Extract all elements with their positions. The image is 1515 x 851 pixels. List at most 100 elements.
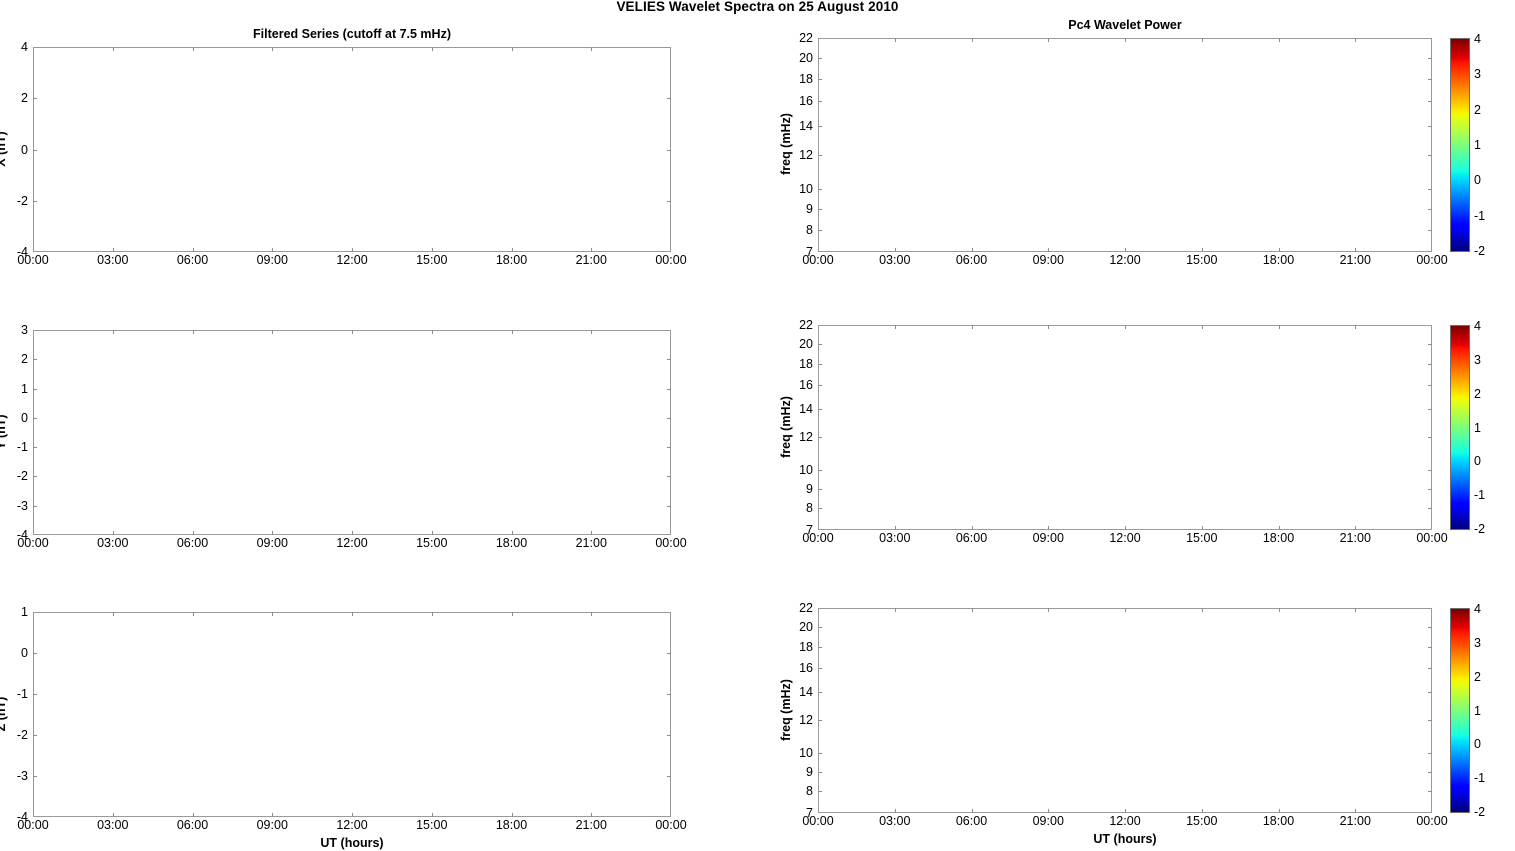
y-tick-mark (1428, 668, 1432, 670)
colorbar-gradient (1451, 39, 1469, 251)
y-tick-mark (1428, 125, 1432, 127)
y-tick-mark (1428, 627, 1432, 629)
colorbar-tick-labels: 4 3 2 1 0 -1 -2 (1469, 319, 1495, 536)
x-tick-mark (192, 330, 194, 334)
y-tick-label: -4 (16, 528, 28, 542)
y-tick-label: 0 (21, 646, 28, 660)
x-tick-mark (192, 47, 194, 51)
x-tick-mark (272, 248, 274, 252)
y-tick-mark (818, 791, 822, 793)
y-tick-mark (667, 359, 671, 361)
y-tick-label: 8 (806, 222, 813, 237)
x-tick-label: 00:00 (802, 531, 834, 545)
x-tick-label: 09:00 (256, 253, 288, 267)
y-axis-label-freq: freq (mHz) (779, 395, 793, 458)
right-column-title: Pc4 Wavelet Power (1068, 18, 1182, 32)
y-tick-mark (33, 476, 37, 478)
x-tick-label: 03:00 (879, 814, 911, 828)
x-tick-mark (1355, 325, 1357, 329)
y-tick-label: 14 (799, 118, 813, 133)
colorbar-tick-label: 0 (1474, 173, 1481, 188)
x-tick-mark (192, 813, 194, 817)
y-tick-mark (667, 200, 671, 202)
x-tick-mark (112, 47, 114, 51)
y-tick-mark (818, 363, 822, 365)
y-tick-label: 14 (799, 402, 813, 417)
x-tick-mark (591, 531, 593, 535)
colorbar-tick-label: 2 (1474, 669, 1481, 684)
x-tick-label: 18:00 (495, 253, 528, 267)
y-tick-mark (818, 469, 822, 471)
y-tick-labels: 22 20 18 16 14 12 10 9 8 7 (778, 318, 818, 537)
x-tick-label: 00:00 (802, 253, 834, 267)
x-tick-labels: 00:00 03:00 06:00 09:00 12:00 15:00 18:00 21:00… (802, 530, 1447, 548)
y-tick-mark (1428, 508, 1432, 510)
y-tick-mark (1428, 489, 1432, 490)
x-tick-mark (192, 612, 194, 616)
y-tick-label: 10 (799, 181, 813, 196)
y-tick-label: 20 (799, 620, 813, 635)
x-tick-mark (1278, 526, 1280, 530)
x-tick-mark (1048, 809, 1050, 813)
y-tick-mark (1428, 229, 1432, 231)
y-tick-label: 22 (799, 601, 813, 615)
y-tick-mark (33, 98, 37, 100)
x-tick-mark (431, 248, 433, 252)
y-tick-label: 7 (806, 245, 813, 259)
y-tick-mark (667, 694, 671, 695)
y-tick-label: -2 (16, 728, 28, 742)
x-tick-label: 15:00 (416, 536, 448, 550)
y-tick-label: -3 (16, 498, 28, 513)
colorbar-tick-labels: 4 3 2 1 0 -1 -2 (1469, 602, 1495, 819)
x-tick-label: 15:00 (416, 818, 448, 832)
x-tick-mark (1201, 325, 1203, 329)
colorbar-tick-label: 0 (1474, 737, 1481, 752)
y-tick-label: 0 (21, 410, 28, 425)
y-tick-label: 1 (21, 605, 28, 619)
panel-x-wavelet-power: Pc4 Wavelet Power 22 20 18 16 14 12 10 9 8 7 00:0… (779, 18, 1448, 267)
x-tick-labels: 00:00 03:00 06:00 09:00 12:00 15:00 18:00 21:00… (17, 817, 686, 835)
y-tick-mark (1428, 154, 1432, 156)
x-tick-mark (971, 325, 973, 329)
y-tick-label: 18 (799, 639, 813, 654)
y-tick-label: 12 (799, 429, 813, 444)
y-tick-mark (33, 417, 37, 419)
y-tick-mark (1428, 344, 1432, 346)
x-tick-label: 00:00 (655, 536, 687, 550)
x-tick-label: 06:00 (176, 818, 209, 832)
x-tick-label: 12:00 (336, 536, 368, 550)
y-tick-mark (33, 776, 37, 777)
x-tick-mark (511, 330, 513, 334)
x-tick-mark (1048, 526, 1050, 530)
y-tick-label: 1 (21, 381, 28, 396)
y-tick-mark (818, 58, 822, 60)
x-tick-mark (352, 47, 353, 51)
figure-title: VELIES Wavelet Spectra on 25 August 2010 (616, 0, 899, 14)
x-tick-label: 03:00 (97, 253, 129, 267)
y-tick-label: 18 (799, 356, 813, 371)
colorbar-tick-label: -1 (1474, 208, 1486, 223)
x-tick-mark (352, 813, 353, 817)
y-tick-mark (1428, 78, 1432, 80)
x-tick-label: 03:00 (97, 818, 129, 832)
y-tick-label: 22 (799, 318, 813, 332)
y-tick-mark (667, 735, 671, 736)
x-tick-mark (431, 612, 433, 616)
x-tick-label: 00:00 (655, 818, 687, 832)
y-tick-labels: 22 20 18 16 14 12 10 9 8 7 (778, 601, 818, 820)
x-tick-mark (352, 531, 353, 535)
x-tick-mark (1355, 526, 1357, 530)
y-tick-mark (1428, 409, 1432, 411)
y-tick-mark (33, 735, 37, 736)
x-tick-label: 21:00 (575, 253, 607, 267)
y-tick-mark (818, 409, 822, 411)
y-tick-mark (818, 78, 822, 80)
y-tick-label: -4 (16, 810, 28, 824)
x-tick-label: 21:00 (1339, 253, 1371, 267)
x-tick-mark (971, 38, 973, 42)
colorbar-tick-label: 2 (1474, 386, 1481, 401)
x-tick-mark (591, 248, 593, 252)
x-tick-mark (272, 531, 274, 535)
x-tick-label: 15:00 (1186, 814, 1218, 828)
colorbar-gradient (1451, 609, 1469, 812)
